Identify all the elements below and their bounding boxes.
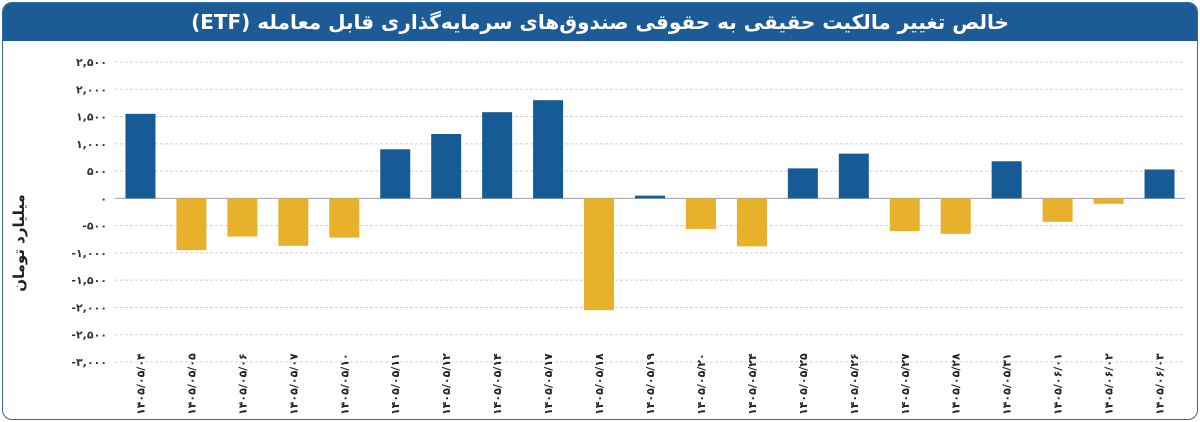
bar bbox=[1093, 198, 1124, 204]
chart-title: خالص تغییر مالکیت حقیقی به حقوقی صندوق‌ه… bbox=[191, 10, 1009, 34]
bar bbox=[176, 198, 207, 251]
x-tick-label: ۱۴۰۵/۰۵/۳۱ bbox=[1001, 353, 1014, 415]
y-tick-label: ۱,۰۰۰ bbox=[76, 138, 107, 151]
y-tick-label: -۱,۵۰۰ bbox=[71, 274, 107, 287]
y-tick-label: ۰ bbox=[100, 192, 107, 205]
bar bbox=[431, 134, 462, 199]
bar bbox=[482, 112, 513, 199]
x-tick-label: ۱۴۰۵/۰۵/۰۴ bbox=[134, 353, 147, 415]
y-tick-label: -۵۰۰ bbox=[82, 220, 107, 233]
bar bbox=[278, 198, 309, 246]
y-tick-label: ۵۰۰ bbox=[87, 165, 107, 178]
bar bbox=[736, 198, 767, 247]
x-tick-label: ۱۴۰۵/۰۶/۰۱ bbox=[1052, 353, 1065, 415]
bar bbox=[991, 161, 1022, 199]
x-tick-label: ۱۴۰۵/۰۵/۱۸ bbox=[593, 353, 606, 415]
x-tick-label: ۱۴۰۵/۰۵/۱۲ bbox=[440, 353, 453, 415]
x-tick-label: ۱۴۰۵/۰۵/۱۴ bbox=[491, 353, 504, 415]
bar bbox=[889, 198, 920, 232]
x-tick-label: ۱۴۰۵/۰۵/۲۸ bbox=[950, 353, 963, 415]
x-tick-label: ۱۴۰۵/۰۶/۰۳ bbox=[1154, 353, 1167, 415]
y-tick-label: -۱,۰۰۰ bbox=[71, 247, 107, 260]
y-tick-label: ۲,۰۰۰ bbox=[76, 83, 107, 96]
x-tick-label: ۱۴۰۵/۰۵/۲۰ bbox=[695, 353, 708, 415]
x-tick-label: ۱۴۰۵/۰۵/۰۶ bbox=[236, 353, 249, 415]
x-tick-label: ۱۴۰۵/۰۵/۱۹ bbox=[644, 353, 657, 415]
bar bbox=[584, 198, 615, 311]
bar bbox=[940, 198, 971, 234]
y-tick-label: -۲,۵۰۰ bbox=[71, 329, 107, 342]
x-tick-label: ۱۴۰۵/۰۵/۲۵ bbox=[797, 353, 810, 415]
x-tick-label: ۱۴۰۵/۰۵/۰۷ bbox=[287, 353, 300, 415]
bar bbox=[227, 198, 258, 237]
y-tick-label: -۲,۰۰۰ bbox=[71, 301, 107, 314]
x-tick-label: ۱۴۰۵/۰۵/۱۷ bbox=[542, 353, 555, 415]
x-tick-label: ۱۴۰۵/۰۶/۰۲ bbox=[1103, 353, 1116, 415]
bar bbox=[533, 100, 564, 199]
x-tick-label: ۱۴۰۵/۰۵/۱۱ bbox=[389, 353, 402, 415]
x-tick-label: ۱۴۰۵/۰۵/۲۴ bbox=[746, 353, 759, 415]
bar bbox=[635, 195, 665, 199]
y-tick-label: ۱,۵۰۰ bbox=[76, 111, 107, 124]
bar bbox=[1144, 169, 1175, 199]
x-tick-label: ۱۴۰۵/۰۵/۲۷ bbox=[899, 353, 912, 415]
x-tick-label: ۱۴۰۵/۰۵/۱۰ bbox=[338, 353, 351, 415]
title-bar: خالص تغییر مالکیت حقیقی به حقوقی صندوق‌ه… bbox=[3, 3, 1197, 41]
y-tick-label: ۲,۵۰۰ bbox=[76, 56, 107, 69]
y-tick-label: -۳,۰۰۰ bbox=[71, 356, 107, 369]
bar bbox=[380, 149, 411, 199]
bar bbox=[329, 198, 360, 238]
x-tick-label: ۱۴۰۵/۰۵/۲۶ bbox=[848, 353, 861, 415]
bar bbox=[685, 198, 716, 229]
bar bbox=[787, 168, 818, 199]
bar bbox=[1042, 198, 1073, 222]
bar bbox=[838, 153, 869, 199]
x-tick-label: ۱۴۰۵/۰۵/۰۵ bbox=[185, 353, 198, 415]
bar bbox=[125, 113, 156, 199]
